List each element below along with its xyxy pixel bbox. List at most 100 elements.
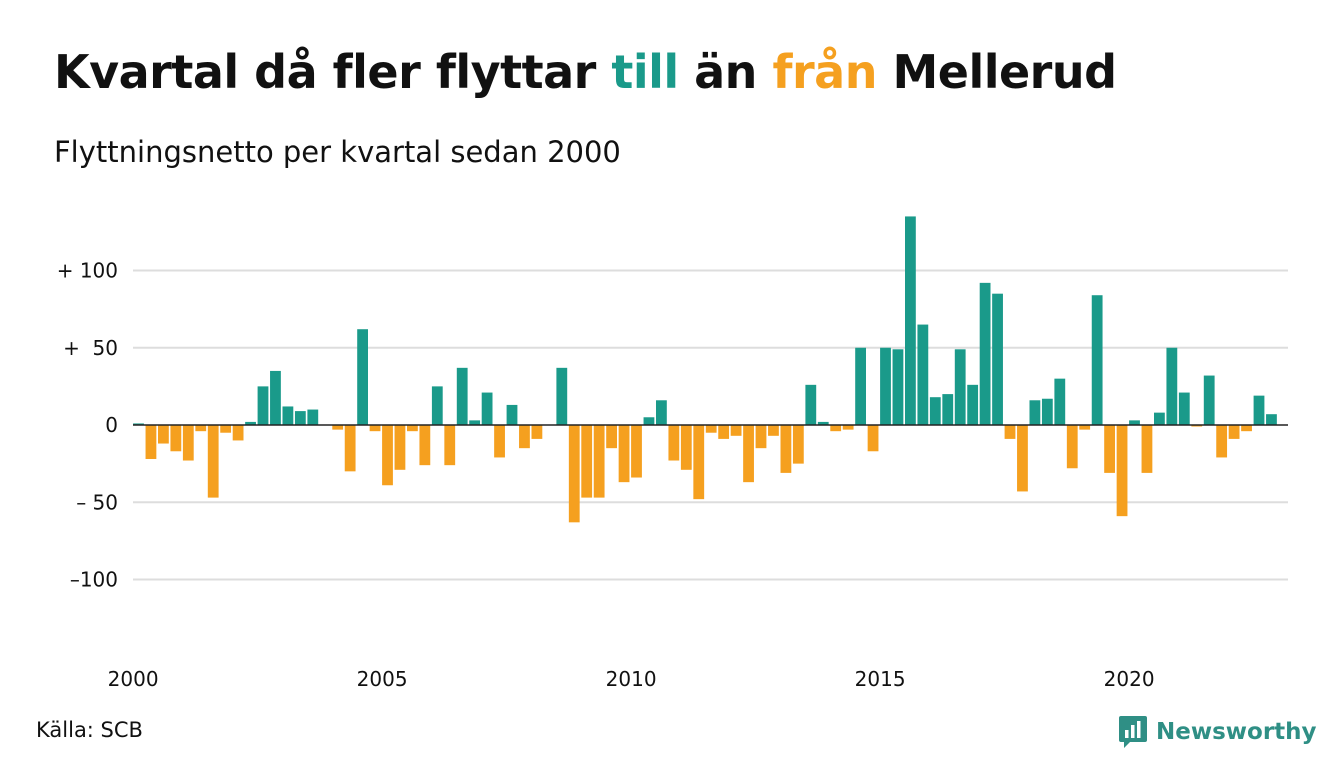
bar-2010-q4 [668, 425, 680, 461]
y-tick-label: – 50 [76, 490, 118, 514]
title-part-3: Mellerud [876, 45, 1117, 99]
bar-2016-q3 [954, 349, 966, 425]
bar-2005-q1 [382, 425, 393, 486]
bar-2010-q1 [631, 425, 642, 478]
y-tick-label: + 50 [63, 336, 118, 360]
bar-2015-q3 [905, 216, 916, 425]
bar-2019-q2 [1091, 295, 1103, 425]
bar-2003-q2 [294, 411, 306, 425]
title-fran-highlight: från [772, 45, 877, 99]
bar-2021-q4 [1216, 425, 1228, 458]
bar-2019-q3 [1104, 425, 1115, 473]
bar-2011-q1 [680, 425, 692, 470]
y-tick-label: –100 [70, 568, 118, 592]
bar-2011-q2 [693, 425, 705, 500]
bar-2002-q4 [270, 370, 281, 425]
bar-2022-q3 [1253, 395, 1265, 425]
bar-2014-q4 [867, 425, 879, 452]
bar-2006-q2 [444, 425, 456, 466]
bar-2018-q4 [1066, 425, 1078, 469]
bar-2006-q4 [469, 420, 481, 425]
bar-2018-q1 [1029, 400, 1041, 425]
bar-2020-q1 [1129, 420, 1140, 425]
bar-2016-q4 [967, 384, 979, 425]
bar-2017-q4 [1017, 425, 1028, 492]
bar-2009-q4 [618, 425, 630, 483]
bar-2020-q2 [1141, 425, 1153, 473]
bar-2004-q4 [369, 425, 381, 432]
bar-2003-q1 [282, 406, 294, 425]
source-label: Källa: SCB [36, 718, 143, 742]
bar-2011-q3 [705, 425, 717, 433]
bar-2016-q1 [929, 397, 941, 425]
bar-2008-q3 [556, 367, 568, 425]
bar-2014-q3 [855, 347, 866, 425]
bar-2001-q3 [207, 425, 219, 498]
bar-2022-q2 [1241, 425, 1252, 432]
bar-2004-q1 [332, 425, 344, 430]
x-tick-label: 2000 [108, 667, 159, 691]
title-part-2: än [678, 45, 773, 99]
bar-2022-q1 [1228, 425, 1240, 439]
bar-2001-q1 [182, 425, 194, 461]
newsworthy-logo-icon [1119, 716, 1147, 748]
bar-2013-q4 [817, 421, 829, 425]
bar-2018-q2 [1041, 398, 1053, 426]
bar-2019-q4 [1116, 425, 1128, 517]
bar-2012-q3 [755, 425, 767, 449]
y-tick-label: 0 [105, 413, 118, 437]
bar-2008-q4 [568, 425, 580, 523]
bar-2016-q2 [942, 394, 954, 425]
bar-2021-q2 [1191, 425, 1203, 427]
bar-2008-q1 [531, 425, 543, 439]
bar-2019-q1 [1079, 425, 1091, 430]
bar-2021-q3 [1203, 375, 1215, 425]
y-axis-tick-labels: + 100 + 50 0 – 50 –100 [57, 259, 118, 592]
bar-2015-q4 [917, 324, 929, 425]
bar-2014-q2 [842, 425, 854, 430]
bar-2014-q1 [830, 425, 842, 432]
bar-2006-q3 [456, 367, 468, 425]
bar-2000-q3 [158, 425, 169, 444]
bar-2005-q4 [419, 425, 431, 466]
bar-2007-q4 [519, 425, 530, 449]
chart-title: Kvartal då fler flyttar till än från Mel… [54, 40, 1117, 104]
bar-2002-q2 [245, 421, 256, 425]
bar-2003-q3 [307, 409, 319, 425]
x-axis-tick-labels: 2000 2005 2010 2015 2020 [108, 667, 1155, 691]
newsworthy-logo: Newsworthy [1118, 714, 1317, 750]
bar-2017-q1 [979, 282, 991, 425]
bar-2005-q2 [394, 425, 406, 470]
bar-2015-q1 [880, 347, 891, 425]
newsworthy-logo-text: Newsworthy [1156, 719, 1317, 745]
bar-2010-q2 [643, 417, 655, 425]
bar-2004-q2 [344, 425, 356, 472]
x-tick-label: 2015 [855, 667, 906, 691]
bars [133, 216, 1277, 523]
bar-2009-q2 [593, 425, 605, 498]
gridlines [133, 269, 1288, 581]
bar-2010-q3 [656, 400, 667, 425]
bar-2009-q3 [606, 425, 617, 449]
bar-2013-q3 [805, 384, 817, 425]
bar-2013-q1 [780, 425, 792, 473]
bar-2012-q2 [743, 425, 754, 483]
bar-2000-q4 [170, 425, 182, 452]
bar-2020-q3 [1154, 412, 1165, 425]
bar-2017-q2 [992, 293, 1003, 425]
bar-2022-q4 [1266, 414, 1277, 425]
bar-2002-q3 [257, 386, 269, 426]
bar-2000-q1 [133, 423, 144, 425]
bar-2001-q4 [220, 425, 232, 433]
bar-2015-q2 [892, 349, 904, 425]
bar-2012-q1 [730, 425, 742, 436]
x-tick-label: 2020 [1104, 667, 1155, 691]
bar-2017-q3 [1004, 425, 1016, 439]
bar-2004-q3 [357, 329, 368, 425]
bar-2000-q2 [145, 425, 157, 459]
bar-2018-q3 [1054, 378, 1066, 425]
bar-2021-q1 [1178, 392, 1190, 426]
bar-2012-q4 [768, 425, 779, 436]
bar-2020-q4 [1166, 347, 1178, 425]
